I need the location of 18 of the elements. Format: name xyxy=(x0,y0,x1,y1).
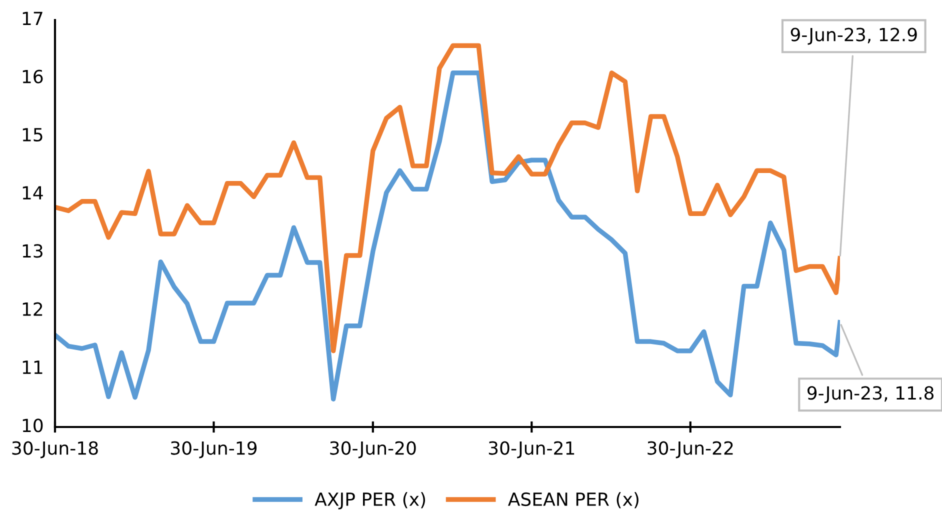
y-tick-label: 17 xyxy=(22,12,42,25)
annotation: 9-Jun-23, 12.9 xyxy=(790,28,917,45)
y-tick-label: 10 xyxy=(22,418,43,432)
line-series xyxy=(55,43,840,354)
y-tick-label: 16 xyxy=(22,70,43,84)
y-tick-label: 14 xyxy=(22,186,43,200)
y-tick-label: 12 xyxy=(22,302,42,316)
y-tick-label: 13 xyxy=(22,244,42,258)
annotation: 9-Jun-23, 11.8 xyxy=(807,386,934,404)
x-tick-label: 30-Jun-19 xyxy=(171,441,257,458)
x-tick-label: 30-Jun-22 xyxy=(648,441,733,458)
y-tick-label: 11 xyxy=(22,360,42,374)
x-tick-label: 30-Jun-20 xyxy=(330,441,416,458)
legend-label: AXJP PER (x) xyxy=(314,492,426,510)
x-tick-label: 30-Jun-18 xyxy=(12,441,98,458)
legend-label: ASEAN PER (x) xyxy=(508,492,638,508)
y-tick-label: 15 xyxy=(22,128,42,142)
x-tick-label: 30-Jun-21 xyxy=(488,441,574,458)
